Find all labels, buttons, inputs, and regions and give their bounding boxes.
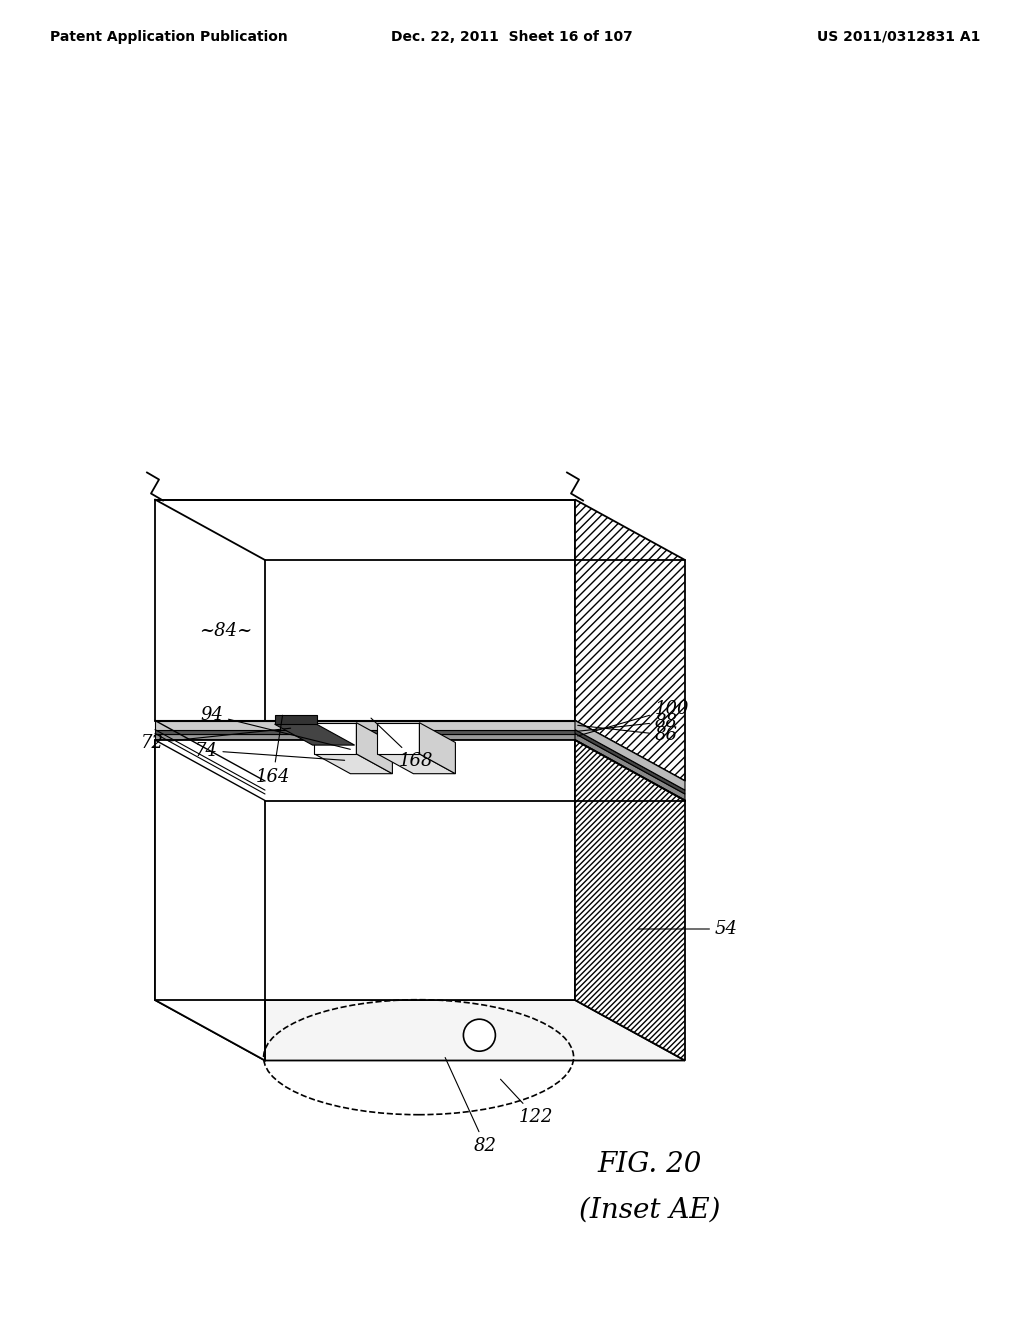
Text: 54: 54: [638, 920, 738, 939]
Polygon shape: [155, 721, 685, 781]
Polygon shape: [274, 715, 316, 725]
Text: Patent Application Publication: Patent Application Publication: [50, 30, 288, 44]
Polygon shape: [378, 754, 456, 774]
Polygon shape: [575, 721, 685, 791]
Text: 82: 82: [445, 1057, 497, 1155]
Polygon shape: [155, 734, 575, 741]
Text: US 2011/0312831 A1: US 2011/0312831 A1: [816, 30, 980, 44]
Polygon shape: [314, 754, 392, 774]
Text: Dec. 22, 2011  Sheet 16 of 107: Dec. 22, 2011 Sheet 16 of 107: [391, 30, 633, 44]
Polygon shape: [155, 730, 575, 734]
Polygon shape: [378, 723, 420, 754]
Polygon shape: [575, 730, 685, 795]
Text: FIG. 20: FIG. 20: [598, 1151, 702, 1179]
Polygon shape: [314, 723, 356, 754]
Polygon shape: [155, 721, 575, 730]
Polygon shape: [155, 1001, 685, 1060]
Polygon shape: [274, 725, 354, 744]
Text: 122: 122: [501, 1080, 553, 1126]
Text: 86: 86: [578, 726, 678, 744]
Polygon shape: [575, 734, 685, 800]
Polygon shape: [155, 741, 265, 1060]
Text: 168: 168: [371, 718, 433, 770]
Polygon shape: [575, 499, 685, 781]
Text: (Inset AE): (Inset AE): [580, 1196, 721, 1224]
Text: 164: 164: [256, 715, 290, 785]
Circle shape: [464, 1019, 496, 1051]
Text: 88: 88: [578, 713, 678, 731]
Polygon shape: [155, 499, 575, 721]
Polygon shape: [356, 723, 392, 774]
Polygon shape: [575, 741, 685, 1060]
Text: 100: 100: [578, 700, 689, 737]
Polygon shape: [155, 741, 575, 1001]
Text: ~84~: ~84~: [199, 622, 252, 640]
Text: 94: 94: [200, 706, 350, 750]
Text: 74: 74: [195, 742, 345, 760]
Text: 72: 72: [140, 729, 291, 752]
Polygon shape: [420, 723, 456, 774]
Polygon shape: [155, 741, 685, 800]
